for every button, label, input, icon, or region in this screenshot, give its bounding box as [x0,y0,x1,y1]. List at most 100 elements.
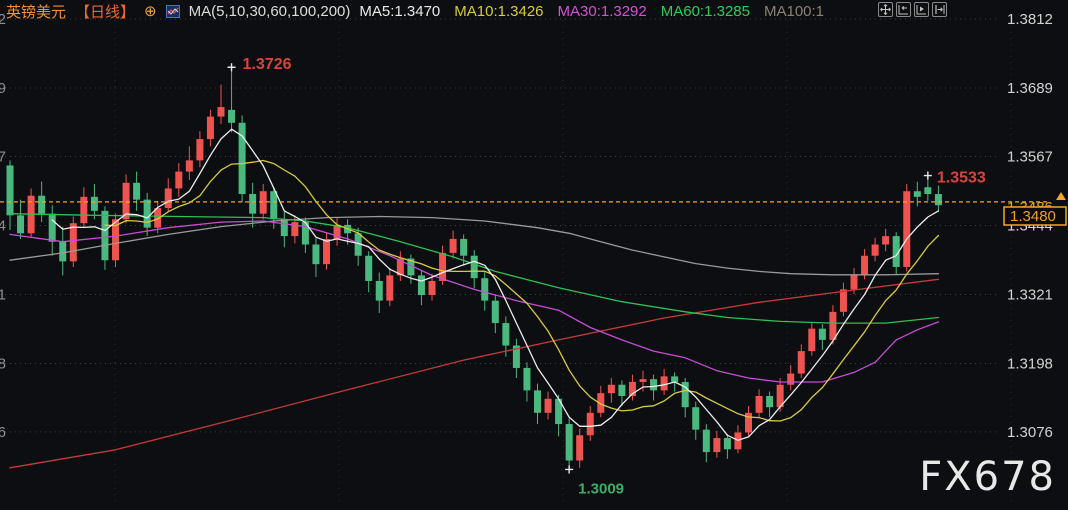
compress-scale-button[interactable] [896,2,911,17]
y-tick-left-clipped: 1.3321 [0,286,6,303]
candle[interactable] [818,324,826,350]
y-tick-label: 1.3689 [1007,80,1053,97]
candle[interactable] [755,389,763,418]
candle[interactable] [713,430,721,458]
candle[interactable] [534,383,541,425]
candle[interactable] [428,273,436,301]
candle[interactable] [280,210,288,248]
candle[interactable] [607,378,615,403]
y-tick-label: 1.3321 [1007,286,1053,303]
candle[interactable] [808,321,816,356]
candle[interactable] [101,206,109,270]
candle[interactable] [38,181,46,223]
candle[interactable] [312,237,320,278]
chart-type-icon[interactable] [165,4,180,18]
candle[interactable] [692,401,700,440]
candle[interactable] [555,394,563,437]
candle[interactable] [259,183,267,220]
pan-tool-button[interactable] [878,2,893,17]
candle[interactable] [122,174,130,224]
candle[interactable] [449,230,457,259]
candle[interactable] [154,200,162,234]
candle[interactable] [396,251,404,281]
candle[interactable] [175,163,183,197]
y-tick-label: 1.3567 [1007,148,1053,165]
ma-value: MA5:1.3470 [359,2,441,20]
price-annotation: 1.3533 [923,170,986,187]
candle[interactable] [576,428,584,468]
symbol-title[interactable]: 英镑美元 [6,3,67,21]
candle[interactable] [839,282,847,317]
candle[interactable] [217,84,225,124]
ma-line [104,159,940,422]
candle[interactable] [924,175,932,201]
candle[interactable] [639,370,647,392]
candle[interactable] [660,369,668,395]
candle[interactable] [565,418,573,470]
candle[interactable] [502,316,510,357]
candle[interactable] [365,251,373,293]
candle[interactable] [143,192,151,237]
candle[interactable] [333,217,341,246]
y-tick-label: 1.3198 [1007,355,1053,372]
candle[interactable] [523,362,531,402]
extreme-marker-cross-icon [565,465,574,474]
candle[interactable] [903,183,911,272]
candle[interactable] [417,269,425,306]
candle[interactable] [206,109,214,147]
add-indicator-icon[interactable]: ⊕ [144,3,157,20]
candle[interactable] [354,227,362,266]
period-tag[interactable]: 【日线】 [75,3,136,21]
candle[interactable] [470,250,478,289]
candle[interactable] [80,187,88,228]
candle[interactable] [597,385,605,418]
candle[interactable] [228,67,236,133]
candle[interactable] [745,406,752,437]
candle[interactable] [766,391,774,418]
candle[interactable] [27,188,35,238]
candle[interactable] [618,380,626,407]
y-tick-label: 1.3812 [1007,11,1053,28]
candle[interactable] [6,160,14,230]
candle[interactable] [323,232,330,270]
candle[interactable] [48,205,56,256]
y-tick-left-clipped: 1.3567 [0,148,6,165]
candle[interactable] [586,406,594,441]
candle[interactable] [892,232,900,276]
candle[interactable] [196,131,204,168]
candle[interactable] [787,365,795,391]
candle[interactable] [386,268,394,307]
jump-to-latest-button[interactable] [932,2,947,17]
candle[interactable] [491,295,499,334]
candle[interactable] [17,199,25,239]
price-annotation: 1.3009 [565,465,624,497]
candle[interactable] [934,185,942,212]
candle[interactable] [871,237,879,262]
candle[interactable] [249,182,257,228]
candle[interactable] [407,254,415,284]
candle[interactable] [59,226,67,276]
candle[interactable] [913,181,921,207]
candle[interactable] [544,391,552,420]
candle[interactable] [133,171,141,211]
candle[interactable] [238,115,246,203]
candle[interactable] [375,272,383,313]
candle[interactable] [481,271,489,311]
candle[interactable] [702,424,710,463]
pan-cross-icon [880,4,891,15]
candle[interactable] [185,146,193,181]
candle[interactable] [164,178,172,212]
candle[interactable] [681,378,689,418]
candle[interactable] [512,338,520,379]
candle[interactable] [829,305,837,345]
candle[interactable] [797,344,805,379]
scroll-forward-button[interactable] [914,2,929,17]
candle[interactable] [650,374,658,401]
candle[interactable] [723,434,731,459]
ma-value: MA10:1.3426 [454,2,544,20]
candle[interactable] [882,228,890,252]
candle[interactable] [69,216,77,267]
watermark: FX678 [919,454,1056,500]
candle[interactable] [628,374,636,401]
